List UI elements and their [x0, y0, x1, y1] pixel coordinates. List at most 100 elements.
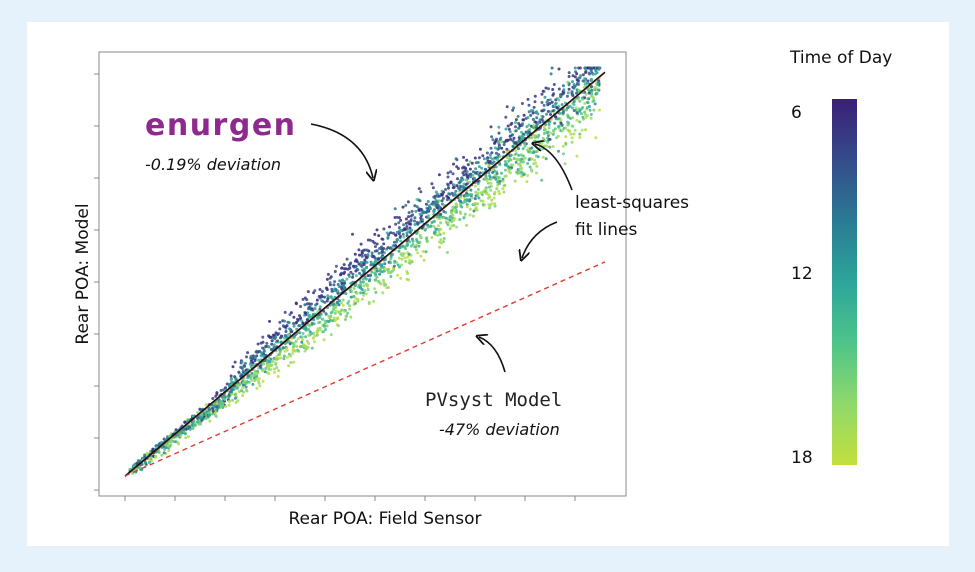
scatter-point: [284, 330, 288, 333]
scatter-point: [517, 136, 521, 140]
scatter-point: [231, 365, 235, 369]
scatter-point: [545, 100, 549, 104]
scatter-point: [578, 120, 582, 124]
scatter-point: [375, 269, 379, 273]
scatter-point: [286, 355, 289, 359]
scatter-point: [584, 128, 588, 132]
scatter-point: [404, 217, 408, 221]
scatter-point: [133, 463, 136, 467]
scatter-point: [421, 218, 424, 221]
scatter-point: [573, 128, 577, 132]
scatter-point: [561, 84, 565, 88]
scatter-point: [403, 228, 407, 232]
scatter-point: [310, 322, 314, 326]
scatter-point: [289, 361, 293, 364]
scatter-point: [490, 157, 494, 161]
scatter-point: [465, 170, 469, 174]
scatter-point: [393, 259, 397, 263]
scatter-point: [446, 221, 450, 225]
scatter-point: [592, 99, 596, 103]
scatter-point: [575, 111, 579, 115]
scatter-point: [162, 437, 166, 441]
scatter-point: [424, 202, 428, 206]
scatter-point: [160, 453, 164, 457]
scatter-point: [353, 252, 357, 256]
scatter-point: [345, 314, 349, 318]
scatter-point: [519, 164, 523, 168]
scatter-point: [573, 66, 577, 70]
scatter-point: [597, 88, 601, 92]
scatter-point: [349, 315, 353, 319]
scatter-point: [578, 109, 582, 113]
scatter-point: [400, 263, 403, 267]
scatter-point: [211, 412, 214, 416]
scatter-point: [427, 204, 431, 208]
scatter-point: [452, 162, 455, 166]
scatter-point: [535, 171, 538, 175]
scatter-point: [307, 313, 310, 317]
scatter-point: [404, 259, 408, 263]
colorbar-tick-6: 6: [791, 103, 802, 123]
scatter-point: [273, 370, 276, 374]
scatter-point: [501, 179, 505, 183]
scatter-point: [493, 173, 497, 177]
scatter-point: [254, 369, 257, 373]
scatter-point: [400, 257, 404, 261]
scatter-point: [355, 291, 359, 295]
scatter-point: [584, 71, 588, 74]
scatter-point: [272, 343, 276, 347]
scatter-point: [362, 269, 366, 273]
scatter-point: [526, 147, 530, 151]
scatter-point: [504, 127, 508, 131]
scatter-point: [467, 180, 471, 184]
scatter-point: [487, 193, 491, 197]
scatter-point: [531, 118, 535, 121]
scatter-point: [424, 250, 428, 254]
scatter-point: [547, 126, 551, 130]
scatter-point: [426, 200, 430, 203]
scatter-point: [328, 281, 332, 284]
scatter-point: [413, 204, 417, 208]
scatter-point: [514, 129, 518, 133]
scatter-point: [316, 327, 320, 331]
scatter-point: [354, 264, 358, 268]
scatter-point: [433, 219, 436, 223]
scatter-point: [144, 461, 147, 465]
scatter-point: [403, 256, 407, 260]
scatter-point: [448, 192, 452, 196]
brand-logo: enurgen: [145, 108, 297, 143]
scatter-point: [546, 110, 550, 113]
scatter-point: [341, 284, 345, 288]
scatter-point: [229, 374, 233, 378]
scatter-point: [585, 81, 589, 85]
scatter-point: [521, 160, 525, 164]
scatter-point: [592, 96, 595, 100]
scatter-point: [377, 251, 381, 255]
scatter-point: [449, 180, 453, 184]
scatter-point: [307, 316, 311, 320]
scatter-point: [446, 171, 450, 175]
scatter-point: [346, 267, 350, 271]
scatter-point: [548, 137, 552, 141]
scatter-point: [257, 377, 261, 381]
scatter-point: [282, 354, 286, 358]
scatter-point: [417, 244, 421, 248]
scatter-point: [513, 179, 517, 183]
scatter-point: [501, 187, 505, 191]
scatter-point: [493, 202, 497, 206]
scatter-point: [459, 212, 463, 216]
scatter-point: [424, 237, 428, 240]
scatter-point: [564, 135, 568, 139]
scatter-point: [219, 389, 223, 392]
scatter-point: [274, 357, 278, 361]
scatter-point: [307, 342, 311, 345]
scatter-point: [236, 399, 240, 403]
scatter-point: [417, 187, 421, 191]
scatter-point: [532, 151, 535, 155]
scatter-point: [338, 299, 341, 303]
scatter-point: [514, 149, 518, 152]
scatter-point: [514, 121, 517, 124]
scatter-point: [215, 391, 219, 395]
scatter-point: [527, 130, 531, 134]
scatter-point: [480, 166, 484, 170]
